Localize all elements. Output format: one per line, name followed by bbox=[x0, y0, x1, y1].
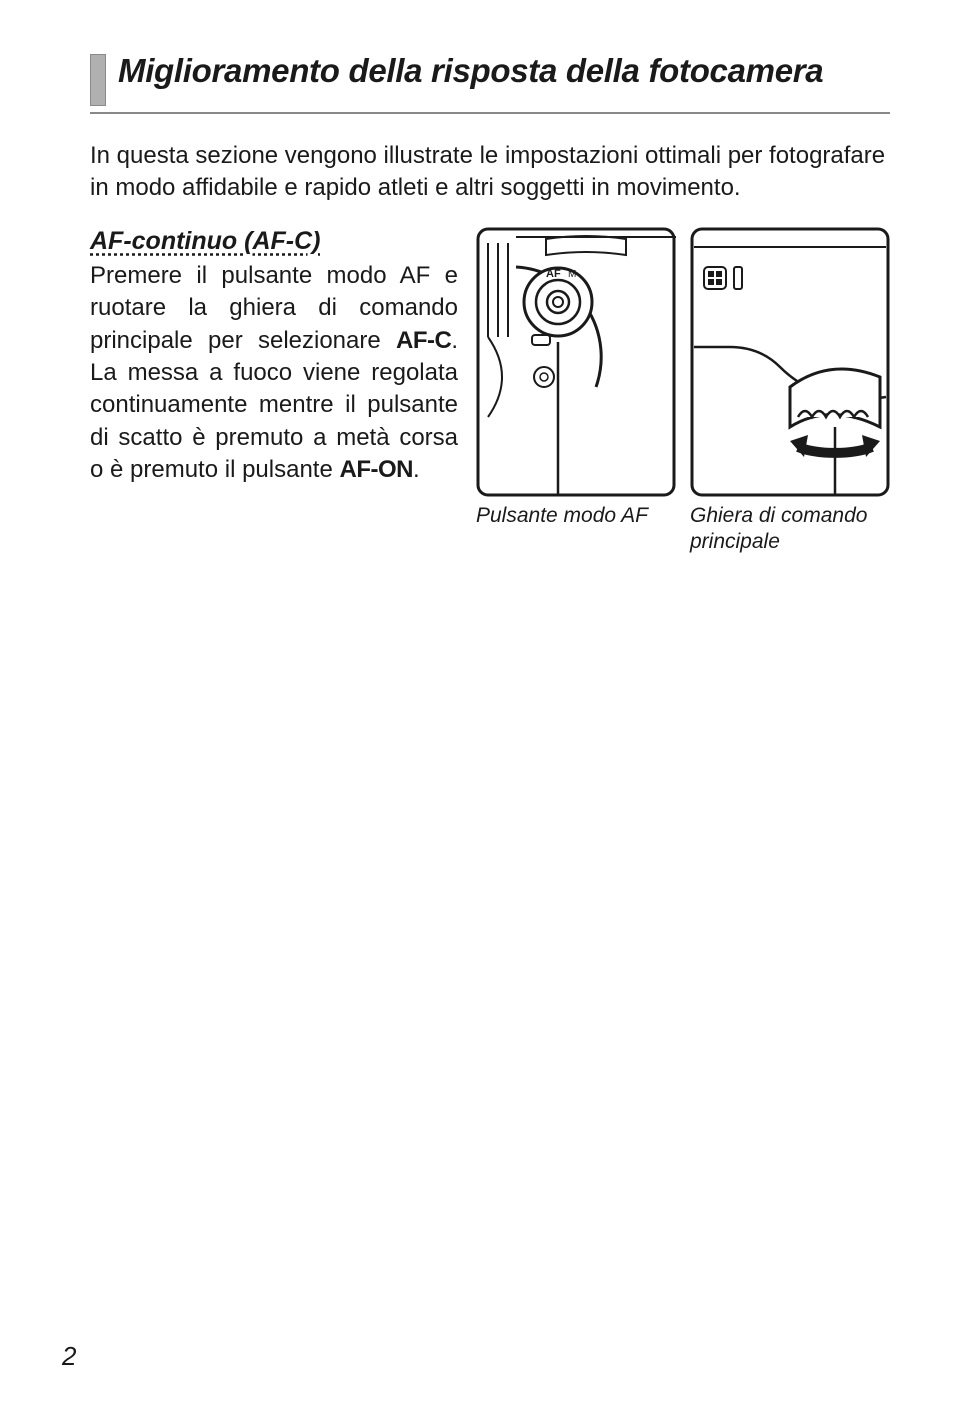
figure-af-button-caption: Pulsante modo AF bbox=[476, 503, 648, 529]
intro-paragraph: In questa sezione vengono illustrate le … bbox=[90, 140, 890, 205]
figure-command-dial: Ghiera di comando principale bbox=[690, 227, 890, 556]
title-bar-decoration bbox=[90, 54, 106, 106]
section-body: Premere il pulsante modo AF e ruotare la… bbox=[90, 260, 458, 487]
body-part-3: . bbox=[413, 456, 420, 483]
svg-text:AF: AF bbox=[546, 268, 561, 280]
figure-af-button: AF M Pulsante modo AF bbox=[476, 227, 676, 556]
page: Miglioramento della risposta della fotoc… bbox=[0, 0, 960, 1414]
figure-column: AF M Pulsante modo AF bbox=[476, 227, 890, 556]
svg-text:M: M bbox=[568, 269, 576, 280]
command-dial-diagram bbox=[690, 227, 890, 497]
title-underline bbox=[90, 112, 890, 114]
section-heading: AF-continuo (AF-C) bbox=[90, 227, 458, 256]
afon-label: AF-ON bbox=[339, 456, 412, 483]
title-row: Miglioramento della risposta della fotoc… bbox=[90, 52, 890, 106]
page-number: 2 bbox=[62, 1341, 76, 1372]
page-title: Miglioramento della risposta della fotoc… bbox=[118, 52, 823, 90]
af-button-diagram: AF M bbox=[476, 227, 676, 497]
figure-command-dial-caption: Ghiera di comando principale bbox=[690, 503, 890, 556]
content-columns: AF-continuo (AF-C) Premere il pulsante m… bbox=[90, 227, 890, 556]
text-column: AF-continuo (AF-C) Premere il pulsante m… bbox=[90, 227, 458, 556]
afc-label: AF-C bbox=[396, 327, 451, 354]
